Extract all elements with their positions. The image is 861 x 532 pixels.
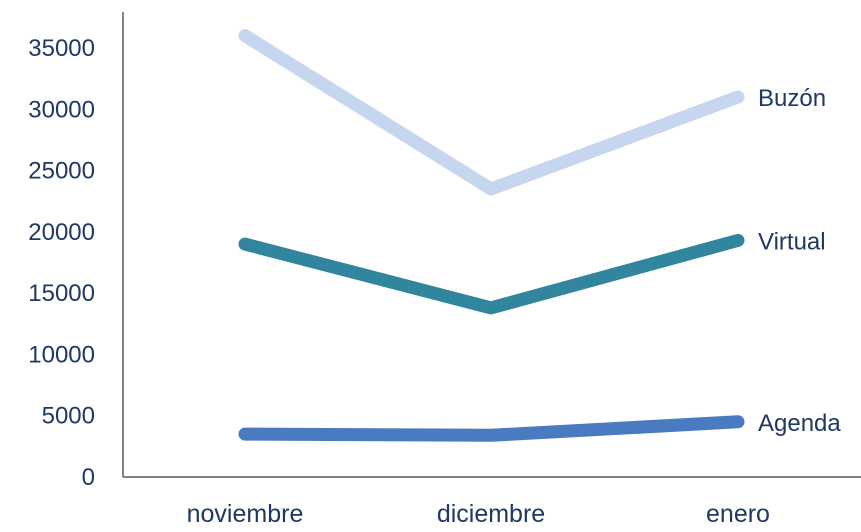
series-line-buz-n xyxy=(238,29,745,196)
y-tick-label: 35000 xyxy=(28,35,95,62)
series-label: Virtual xyxy=(758,228,826,255)
series-line-virtual xyxy=(238,233,745,315)
x-category-label: diciembre xyxy=(437,500,545,528)
series-line-agenda xyxy=(238,415,745,442)
y-tick-label: 20000 xyxy=(28,219,95,246)
x-category-label: enero xyxy=(706,500,770,528)
x-category-label: noviembre xyxy=(187,500,304,528)
y-tick-labels: 0 5000 10000 15000 20000 25000 30000 35000 xyxy=(28,35,95,491)
x-category-labels: noviembre diciembre enero xyxy=(187,500,770,528)
y-tick-label: 10000 xyxy=(28,341,95,368)
y-tick-label: 5000 xyxy=(42,403,95,430)
y-tick-label: 0 xyxy=(82,464,95,491)
series-group: Buzón Virtual Agenda xyxy=(238,29,841,442)
y-tick-label: 25000 xyxy=(28,158,95,185)
series-label: Buzón xyxy=(758,85,826,112)
y-tick-label: 15000 xyxy=(28,280,95,307)
y-tick-label: 30000 xyxy=(28,96,95,123)
series-label: Agenda xyxy=(758,410,841,437)
